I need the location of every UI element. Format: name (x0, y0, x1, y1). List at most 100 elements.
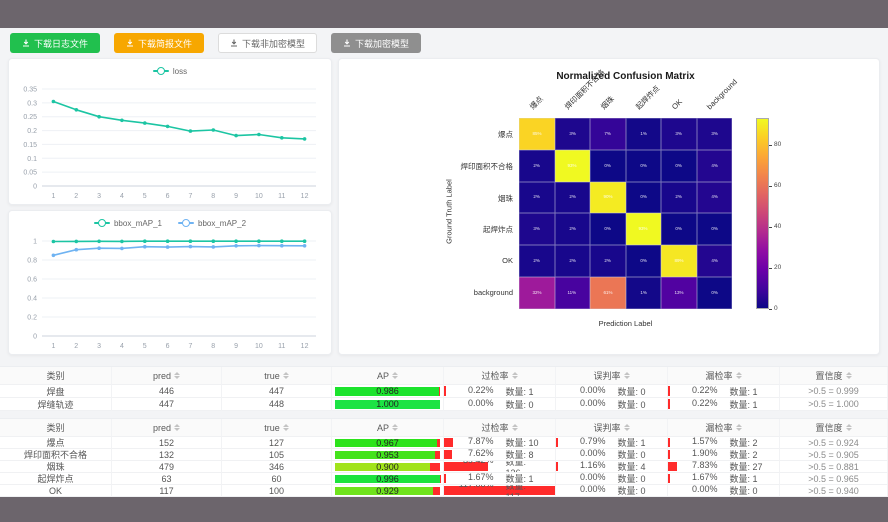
matrix-cell: 1% (625, 118, 661, 150)
column-header-3[interactable]: AP (332, 419, 444, 437)
rate-count: 数量: 1 (505, 386, 534, 397)
rate-percent: 0.79% (579, 437, 606, 446)
pred-cell: 152 (112, 437, 222, 449)
colorbar-tick-mark (769, 144, 772, 146)
matrix-xlabel: Prediction Label (598, 318, 653, 328)
ap-bar (335, 474, 440, 483)
svg-text:8: 8 (211, 193, 215, 200)
download-encrypted-model-button[interactable]: 下载加密模型 (331, 33, 422, 53)
matrix-cell: 13% (661, 277, 697, 309)
matrix-cell: 2% (590, 245, 626, 277)
colorbar-tick-mark (769, 308, 772, 310)
svg-text:0.2: 0.2 (27, 128, 37, 135)
misjudge-cell: 0.00% 数量: 0 (556, 485, 668, 497)
ap-bar (335, 386, 439, 396)
matrix-cell: 2% (519, 181, 555, 214)
ap-remainder-bar (436, 438, 440, 447)
column-header-label: 误判率 (593, 371, 621, 381)
column-header-1[interactable]: pred (112, 367, 222, 385)
table-row: 焊盘 446 447 0.986 0.22% 数量: 1 0.00% 数量: 0 0.22% 数量… (0, 385, 888, 398)
table-row: 爆点 152 127 0.967 7.87% 数量: 10 0.79% 数量: 1 1.57% 数… (0, 437, 888, 449)
table-row: 焊印面积不合格 132 105 0.953 7.62% 数量: 8 0.00% 数量: 0 1.… (0, 449, 888, 461)
metrics-table-seam: 类别 pred true AP 过检率 误判率 漏检率 置信度 焊盘 446 447 0.986 0.2… (0, 366, 888, 411)
colorbar-tick-mark (769, 226, 772, 228)
true-cell: 60 (222, 473, 332, 485)
sort-icon (174, 372, 180, 379)
column-header-6[interactable]: 漏检率 (668, 419, 780, 437)
ap-bar (335, 399, 440, 409)
colorbar-tick-mark (769, 267, 772, 269)
column-header-7[interactable]: 置信度 (780, 367, 888, 385)
legend-item-bbox_mAP_1[interactable]: bbox_mAP_1 (93, 219, 162, 228)
rate-percent: 0.00% (579, 398, 606, 408)
legend-item-loss[interactable]: loss (152, 67, 187, 76)
sort-icon (511, 424, 518, 431)
overkill-cell: 7.62% 数量: 8 (444, 449, 556, 461)
rate-count: 数量: 8 (505, 450, 534, 460)
metrics-table-defects: 类别 pred true AP 过检率 误判率 漏检率 置信度 爆点 152 127 0.967 7.8… (0, 418, 888, 497)
rate-count: 数量: 0 (617, 486, 646, 496)
svg-text:0: 0 (33, 334, 37, 341)
rate-count: 数量: 1 (729, 399, 758, 410)
download-plain-model-button[interactable]: 下载非加密模型 (218, 33, 318, 53)
window-top-bar (0, 0, 888, 28)
true-cell: 105 (222, 449, 332, 461)
ap-cell: 0.900 (332, 461, 444, 473)
download-log-button[interactable]: 下载日志文件 (10, 33, 101, 53)
column-header-3[interactable]: AP (332, 367, 444, 385)
column-header-1[interactable]: pred (112, 419, 222, 437)
svg-text:2: 2 (74, 193, 78, 200)
column-header-2[interactable]: true (222, 419, 332, 437)
svg-text:6: 6 (166, 343, 170, 350)
window-bottom-bar (0, 497, 888, 522)
rate-percent: 0.00% (579, 473, 606, 482)
column-header-5[interactable]: 误判率 (556, 367, 668, 385)
true-cell: 346 (222, 461, 332, 473)
pred-cell: 63 (112, 473, 222, 485)
column-header-7[interactable]: 置信度 (780, 419, 888, 437)
column-header-label: 置信度 (815, 423, 843, 433)
download-icon (22, 39, 30, 47)
matrix-cell: 3% (554, 118, 590, 150)
svg-text:0.1: 0.1 (27, 156, 37, 163)
column-header-4[interactable]: 过检率 (444, 419, 556, 437)
column-header-6[interactable]: 漏检率 (668, 367, 780, 385)
svg-text:2: 2 (74, 343, 78, 350)
matrix-cell: 2% (519, 149, 555, 182)
pred-cell: 446 (112, 385, 222, 398)
rate-bar (668, 474, 670, 483)
confidence-cell: >0.5 = 0.940 (780, 485, 888, 497)
matrix-cell: 4% (696, 245, 732, 277)
matrix-cell: 3% (696, 118, 732, 150)
miss-cell: 0.22% 数量: 1 (668, 398, 780, 411)
rate-count: 数量: 2 (729, 438, 758, 448)
column-header-5[interactable]: 误判率 (556, 419, 668, 437)
rate-percent: 117.00% (458, 485, 494, 496)
ap-cell: 1.000 (332, 398, 444, 411)
matrix-cell: 93% (625, 213, 661, 246)
column-header-label: true (264, 422, 280, 433)
legend-item-bbox_mAP_2[interactable]: bbox_mAP_2 (178, 219, 246, 228)
svg-text:0.3: 0.3 (27, 100, 37, 107)
rate-percent: 0.00% (579, 485, 606, 494)
category-cell: 焊缝轨迹 (0, 398, 112, 411)
svg-text:0: 0 (33, 184, 37, 191)
matrix-cell: 4% (696, 149, 732, 182)
download-brief-button[interactable]: 下载简报文件 (114, 33, 205, 53)
true-cell: 448 (222, 398, 332, 411)
rate-count: 数量: 136 (505, 461, 527, 473)
column-header-4[interactable]: 过检率 (444, 367, 556, 385)
ap-bar (335, 450, 436, 459)
rate-count: 数量: 1 (729, 386, 758, 397)
rate-percent: 1.16% (579, 461, 606, 470)
matrix-column-label: 起焊炸点 (634, 83, 662, 112)
download-plain-model-label: 下载非加密模型 (242, 38, 306, 49)
category-cell: 爆点 (0, 437, 112, 449)
miss-cell: 1.67% 数量: 1 (668, 473, 780, 485)
svg-text:0.2: 0.2 (27, 315, 37, 322)
overkill-cell: 0.00% 数量: 0 (444, 398, 556, 411)
matrix-cell: 0% (661, 149, 697, 182)
column-header-2[interactable]: true (222, 367, 332, 385)
confidence-cell: >0.5 = 0.924 (780, 437, 888, 449)
